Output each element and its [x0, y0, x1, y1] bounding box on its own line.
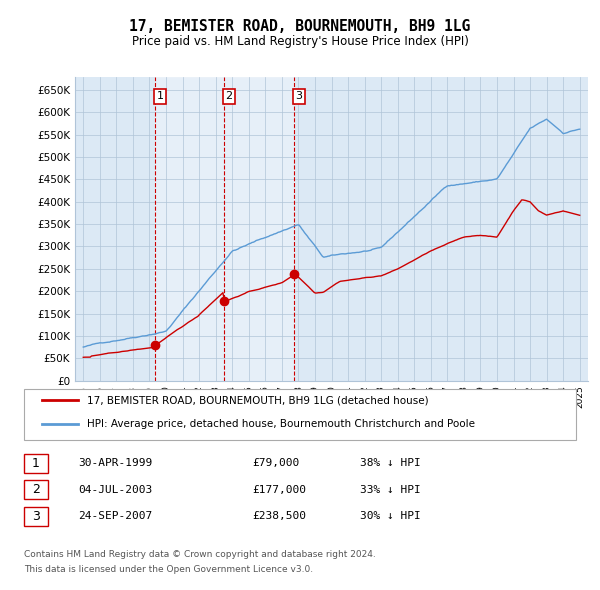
Text: HPI: Average price, detached house, Bournemouth Christchurch and Poole: HPI: Average price, detached house, Bour… [87, 419, 475, 428]
Text: 17, BEMISTER ROAD, BOURNEMOUTH, BH9 1LG (detached house): 17, BEMISTER ROAD, BOURNEMOUTH, BH9 1LG … [87, 395, 428, 405]
Text: 24-SEP-2007: 24-SEP-2007 [78, 512, 152, 521]
Bar [155, 77, 294, 381]
Text: 2: 2 [32, 483, 40, 496]
Text: 3: 3 [295, 91, 302, 101]
Text: 2: 2 [226, 91, 232, 101]
Text: 38% ↓ HPI: 38% ↓ HPI [360, 458, 421, 468]
Text: 30% ↓ HPI: 30% ↓ HPI [360, 512, 421, 521]
Text: Price paid vs. HM Land Registry's House Price Index (HPI): Price paid vs. HM Land Registry's House … [131, 35, 469, 48]
Text: 04-JUL-2003: 04-JUL-2003 [78, 485, 152, 494]
Text: £177,000: £177,000 [252, 485, 306, 494]
Text: 17, BEMISTER ROAD, BOURNEMOUTH, BH9 1LG: 17, BEMISTER ROAD, BOURNEMOUTH, BH9 1LG [130, 19, 470, 34]
Text: 1: 1 [32, 457, 40, 470]
Text: Contains HM Land Registry data © Crown copyright and database right 2024.: Contains HM Land Registry data © Crown c… [24, 550, 376, 559]
Text: 30-APR-1999: 30-APR-1999 [78, 458, 152, 468]
Text: 33% ↓ HPI: 33% ↓ HPI [360, 485, 421, 494]
Text: £238,500: £238,500 [252, 512, 306, 521]
Text: 3: 3 [32, 510, 40, 523]
Text: £79,000: £79,000 [252, 458, 299, 468]
Text: 1: 1 [157, 91, 163, 101]
Text: This data is licensed under the Open Government Licence v3.0.: This data is licensed under the Open Gov… [24, 565, 313, 574]
